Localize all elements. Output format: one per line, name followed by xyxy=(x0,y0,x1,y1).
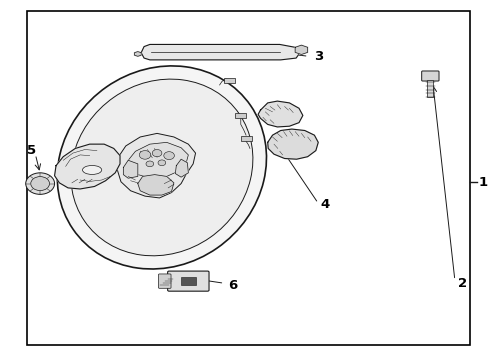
Polygon shape xyxy=(117,134,195,198)
FancyBboxPatch shape xyxy=(421,71,438,81)
Ellipse shape xyxy=(82,166,102,175)
FancyBboxPatch shape xyxy=(241,136,251,141)
FancyBboxPatch shape xyxy=(158,274,171,288)
Text: 5: 5 xyxy=(27,144,37,157)
Polygon shape xyxy=(258,101,302,127)
Text: 6: 6 xyxy=(227,279,237,292)
Polygon shape xyxy=(138,175,174,195)
Polygon shape xyxy=(55,144,120,189)
Polygon shape xyxy=(175,159,188,177)
Text: 3: 3 xyxy=(314,50,323,63)
Polygon shape xyxy=(134,51,141,56)
Bar xyxy=(427,80,432,97)
Text: 2: 2 xyxy=(457,278,467,291)
FancyBboxPatch shape xyxy=(224,78,235,83)
FancyBboxPatch shape xyxy=(235,113,245,118)
Ellipse shape xyxy=(57,66,266,269)
Polygon shape xyxy=(128,142,188,178)
Circle shape xyxy=(152,149,162,157)
Circle shape xyxy=(26,173,55,194)
Polygon shape xyxy=(123,160,138,178)
Polygon shape xyxy=(295,45,307,54)
Polygon shape xyxy=(141,44,299,60)
Circle shape xyxy=(139,150,150,159)
Polygon shape xyxy=(267,129,318,159)
FancyBboxPatch shape xyxy=(181,277,195,285)
Ellipse shape xyxy=(71,79,252,256)
Circle shape xyxy=(146,161,153,167)
Circle shape xyxy=(163,152,174,159)
Circle shape xyxy=(31,177,49,190)
FancyBboxPatch shape xyxy=(167,271,208,291)
Text: 1: 1 xyxy=(477,176,487,189)
Text: 4: 4 xyxy=(320,198,329,211)
Circle shape xyxy=(158,160,165,166)
